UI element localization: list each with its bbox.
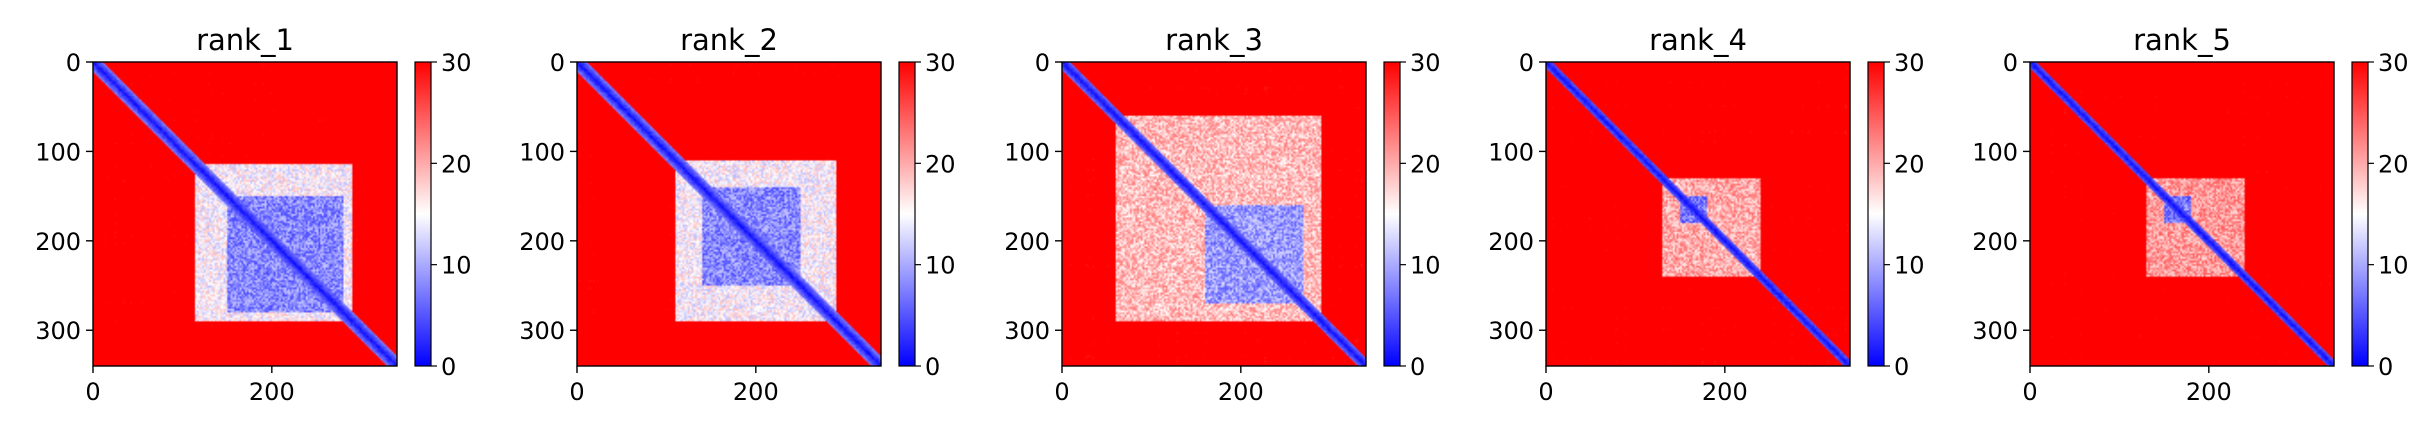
colorbar — [414, 61, 432, 367]
panel-title: rank_3 — [1165, 23, 1263, 57]
x-tick-label: 200 — [1702, 378, 1748, 406]
colorbar-tick-label: 20 — [1894, 150, 1925, 178]
colorbar — [898, 61, 916, 367]
axes-frame — [576, 61, 882, 367]
x-tick-label: 200 — [1218, 378, 1264, 406]
y-tick-label: 100 — [1488, 138, 1534, 166]
colorbar — [2351, 61, 2369, 367]
panel-title: rank_5 — [2133, 23, 2231, 57]
y-tick-label: 0 — [1035, 49, 1050, 77]
panel-3: rank_3 0 100 200 300 0 200 0 10 20 30 — [1004, 23, 1440, 406]
colorbar-tick-label: 0 — [925, 353, 940, 381]
colorbar-tick-label: 10 — [441, 252, 472, 280]
y-tick-label: 200 — [1004, 228, 1050, 256]
panel-title: rank_4 — [1649, 23, 1747, 57]
colorbar-tick-label: 10 — [1410, 252, 1441, 280]
panel-5: rank_5 0 100 200 300 0 200 0 10 20 30 — [1972, 23, 2408, 406]
y-tick-label: 200 — [519, 228, 565, 256]
y-tick-label: 300 — [1488, 317, 1534, 345]
y-tick-label: 300 — [35, 317, 81, 345]
axes-frame — [2029, 61, 2335, 367]
colorbar-tick-label: 0 — [1410, 353, 1425, 381]
x-tick-label: 0 — [569, 378, 584, 406]
panel-2: rank_2 0 100 200 300 0 200 0 10 20 30 — [519, 23, 955, 406]
colorbar-tick-label: 20 — [2378, 150, 2409, 178]
colorbar-tick-label: 10 — [1894, 252, 1925, 280]
colorbar-tick-label: 10 — [925, 252, 956, 280]
colorbar-tick-label: 30 — [1410, 49, 1441, 77]
heatmap-cells — [577, 62, 881, 366]
panel-title: rank_2 — [680, 23, 778, 57]
heatmap-cells — [2030, 62, 2334, 366]
axes-frame — [92, 61, 398, 367]
heatmap-cells — [93, 62, 397, 366]
y-tick-label: 0 — [66, 49, 81, 77]
y-tick-label: 300 — [1972, 317, 2018, 345]
heatmap-cells — [1546, 62, 1850, 366]
heatmap-cells — [1062, 62, 1366, 366]
colorbar-tick-label: 0 — [2378, 353, 2393, 381]
y-tick-label: 100 — [1004, 138, 1050, 166]
y-tick-label: 200 — [1488, 228, 1534, 256]
y-tick-label: 200 — [35, 228, 81, 256]
axes-frame — [1061, 61, 1367, 367]
x-tick-label: 200 — [249, 378, 295, 406]
y-tick-label: 100 — [519, 138, 565, 166]
axes-frame — [1545, 61, 1851, 367]
x-tick-label: 200 — [733, 378, 779, 406]
colorbar-tick-label: 30 — [925, 49, 956, 77]
panel-4: rank_4 0 100 200 300 0 200 0 10 20 30 — [1488, 23, 1924, 406]
x-tick-label: 0 — [85, 378, 100, 406]
colorbar-tick-label: 20 — [925, 150, 956, 178]
y-tick-label: 0 — [550, 49, 565, 77]
colorbar-tick-label: 10 — [2378, 252, 2409, 280]
colorbar — [1867, 61, 1885, 367]
colorbar-tick-label: 30 — [1894, 49, 1925, 77]
colorbar-tick-label: 30 — [2378, 49, 2409, 77]
y-tick-label: 100 — [35, 138, 81, 166]
y-tick-label: 100 — [1972, 138, 2018, 166]
colorbar-tick-label: 20 — [441, 150, 472, 178]
x-tick-label: 0 — [1054, 378, 1069, 406]
y-tick-label: 300 — [519, 317, 565, 345]
x-tick-label: 200 — [2186, 378, 2232, 406]
x-tick-label: 0 — [1538, 378, 1553, 406]
x-tick-label: 0 — [2022, 378, 2037, 406]
colorbar-tick-label: 30 — [441, 49, 472, 77]
y-tick-label: 300 — [1004, 317, 1050, 345]
colorbar-tick-label: 0 — [1894, 353, 1909, 381]
panel-title: rank_1 — [196, 23, 294, 57]
colorbar-tick-label: 20 — [1410, 150, 1441, 178]
y-tick-label: 0 — [1519, 49, 1534, 77]
colorbar-tick-label: 0 — [441, 353, 456, 381]
y-tick-label: 0 — [2003, 49, 2018, 77]
panel-1: rank_1 0 100 200 300 0 200 0 10 20 30 — [35, 23, 471, 406]
y-tick-label: 200 — [1972, 228, 2018, 256]
colorbar — [1383, 61, 1401, 367]
